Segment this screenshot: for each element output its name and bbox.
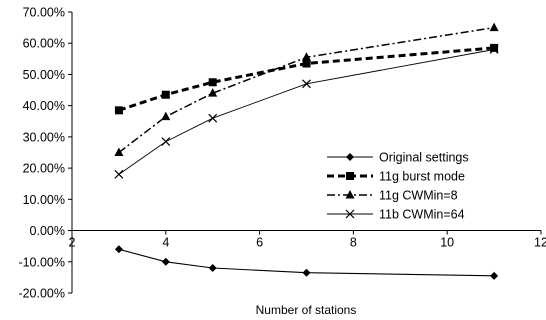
triangle-marker <box>489 22 499 32</box>
triangle-marker <box>161 111 171 121</box>
x-marker-stroke <box>114 169 124 179</box>
triangle-marker <box>208 88 218 97</box>
x-tick-label: 2 <box>69 236 76 250</box>
legend-item: 11g CWMin=8 <box>327 189 458 203</box>
x-marker <box>114 169 124 179</box>
diamond-marker <box>208 264 217 273</box>
square-marker <box>490 43 499 52</box>
y-axis-ticks: -20.00% -10.00% 0.00% 10.00% 20.00% 30.00% 40.… <box>18 6 72 301</box>
legend-label: 11b CWMin=64 <box>379 208 465 222</box>
x-tick-label: 8 <box>350 236 357 250</box>
x-marker <box>161 137 171 146</box>
x-tick-label: 12 <box>534 236 546 250</box>
series-line <box>118 46 495 112</box>
y-tick-label: 40.00% <box>23 99 65 113</box>
x-axis-ticks: 2 4 6 8 10 12 <box>69 230 546 250</box>
square-marker <box>302 59 311 68</box>
x-marker <box>489 45 499 54</box>
legend-item: 11b CWMin=64 <box>327 208 465 222</box>
legend-label: 11g burst mode <box>379 170 465 184</box>
diamond-marker <box>302 268 311 277</box>
series-line <box>118 26 495 154</box>
series-diamond <box>114 245 499 280</box>
x-tick-label: 6 <box>256 236 263 250</box>
diamond-marker <box>161 257 170 266</box>
diamond-marker <box>346 153 354 161</box>
x-marker <box>345 209 355 219</box>
y-tick-label: 30.00% <box>23 130 65 144</box>
y-tick-label: -20.00% <box>18 287 65 301</box>
y-tick-label: 0.00% <box>30 224 65 238</box>
triangle-marker <box>114 147 124 156</box>
series-group <box>114 22 499 280</box>
y-tick-label: 60.00% <box>23 37 65 51</box>
y-tick-label: 70.00% <box>23 6 65 20</box>
y-tick-label: 10.00% <box>23 193 65 207</box>
series-x <box>114 45 499 179</box>
triangle-marker <box>345 190 355 199</box>
axes <box>71 12 541 293</box>
x-marker-stroke <box>489 45 499 54</box>
x-axis-title: Number of stations <box>256 303 357 317</box>
square-marker <box>346 172 354 180</box>
x-marker-stroke <box>345 209 355 219</box>
x-tick-label: 10 <box>440 236 454 250</box>
x-tick-label: 4 <box>162 236 169 250</box>
series-square <box>114 43 499 115</box>
x-marker <box>302 79 311 89</box>
series-triangle <box>114 22 499 156</box>
square-marker <box>208 78 217 87</box>
square-marker <box>114 106 123 115</box>
y-tick-label: 20.00% <box>23 162 65 176</box>
legend-item: 11g burst mode <box>327 170 465 184</box>
diamond-marker <box>490 271 499 280</box>
diamond-marker <box>114 245 123 254</box>
x-marker <box>208 113 218 123</box>
legend-label: Original settings <box>379 151 469 165</box>
x-marker-stroke <box>302 79 311 89</box>
y-tick-label: -10.00% <box>18 255 65 269</box>
triangle-marker <box>302 52 311 61</box>
square-marker <box>161 90 170 99</box>
legend: Original settings 11g burst mode 11g CWMin… <box>327 151 469 222</box>
x-marker-stroke <box>208 113 218 123</box>
legend-item: Original settings <box>327 151 469 165</box>
x-marker-stroke <box>161 137 171 146</box>
legend-label: 11g CWMin=8 <box>379 189 458 203</box>
y-tick-label: 50.00% <box>23 68 65 82</box>
